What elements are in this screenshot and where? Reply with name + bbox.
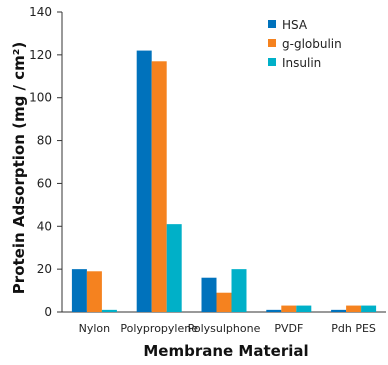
x-category-label: PVDF <box>274 322 303 335</box>
legend-label: HSA <box>282 18 308 32</box>
bar-hsa-pdh-pes <box>331 309 347 312</box>
y-tick-label: 140 <box>29 5 52 19</box>
bar-insulin-nylon <box>101 309 117 312</box>
y-axis-title: Protein Adsorption (mg / cm²) <box>10 42 28 294</box>
x-category-label: Nylon <box>79 322 111 335</box>
bar-g-globulin-polysulphone <box>216 292 232 312</box>
bar-hsa-pvdf <box>266 309 282 312</box>
bar-g-globulin-pvdf <box>281 305 297 312</box>
x-category-label: Pdh PES <box>331 322 376 335</box>
bar-insulin-polysulphone <box>231 269 247 312</box>
x-category-label: Polysulphone <box>188 322 261 335</box>
y-ticks: 0 20 40 60 80 100 120 140 <box>29 5 62 319</box>
bar-hsa-polysulphone <box>201 277 217 312</box>
bars <box>71 50 377 313</box>
legend-swatch <box>268 39 276 47</box>
bar-insulin-pvdf <box>296 305 312 312</box>
bar-hsa-nylon <box>71 269 87 312</box>
y-tick-label: 0 <box>44 305 52 319</box>
legend: HSA g-globulin Insulin <box>268 18 342 70</box>
legend-swatch <box>268 20 276 28</box>
bar-g-globulin-pdh-pes <box>346 305 362 312</box>
y-tick-label: 40 <box>37 219 52 233</box>
axes <box>61 12 386 313</box>
x-category-label: Polypropylene <box>120 322 198 335</box>
y-tick-label: 80 <box>37 134 52 148</box>
y-tick-label: 100 <box>29 91 52 105</box>
y-tick-label: 60 <box>37 176 52 190</box>
legend-label: Insulin <box>282 56 321 70</box>
bar-insulin-pdh-pes <box>361 305 377 312</box>
bar-insulin-polypropylene <box>166 224 182 312</box>
bar-hsa-polypropylene <box>136 50 152 312</box>
bar-g-globulin-nylon <box>86 271 102 312</box>
y-tick-label: 120 <box>29 48 52 62</box>
legend-swatch <box>268 58 276 66</box>
x-axis-title: Membrane Material <box>143 342 308 360</box>
bar-g-globulin-polypropylene <box>151 61 167 313</box>
y-tick-label: 20 <box>37 262 52 276</box>
legend-label: g-globulin <box>282 37 342 51</box>
